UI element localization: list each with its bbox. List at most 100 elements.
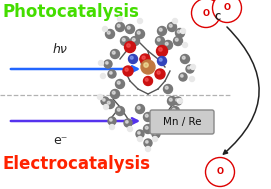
Circle shape <box>111 90 120 98</box>
Circle shape <box>174 97 182 105</box>
Circle shape <box>136 29 144 39</box>
Circle shape <box>176 29 185 37</box>
Circle shape <box>188 67 190 69</box>
Circle shape <box>107 101 110 104</box>
Circle shape <box>175 38 178 41</box>
Circle shape <box>179 115 187 123</box>
Circle shape <box>155 69 165 79</box>
Circle shape <box>130 56 133 59</box>
Circle shape <box>179 73 187 81</box>
Text: O: O <box>202 9 209 18</box>
Circle shape <box>127 44 130 47</box>
Circle shape <box>167 97 176 105</box>
Circle shape <box>169 98 172 101</box>
Circle shape <box>104 60 112 68</box>
Circle shape <box>156 36 164 46</box>
Circle shape <box>117 81 120 84</box>
Circle shape <box>132 38 135 41</box>
Circle shape <box>123 66 133 76</box>
FancyArrowPatch shape <box>223 27 259 154</box>
Circle shape <box>137 106 140 109</box>
Circle shape <box>136 105 144 114</box>
Circle shape <box>104 105 108 109</box>
Circle shape <box>144 112 153 122</box>
Circle shape <box>137 136 143 142</box>
Circle shape <box>112 91 115 94</box>
Circle shape <box>189 77 195 81</box>
Circle shape <box>160 126 166 132</box>
Circle shape <box>172 108 175 111</box>
Circle shape <box>145 114 148 117</box>
Circle shape <box>156 46 167 57</box>
Circle shape <box>131 36 140 46</box>
Circle shape <box>182 43 188 47</box>
Circle shape <box>180 54 189 64</box>
Circle shape <box>191 64 195 70</box>
Circle shape <box>115 80 124 88</box>
Circle shape <box>117 24 120 27</box>
Circle shape <box>157 71 160 74</box>
Circle shape <box>146 146 150 152</box>
Circle shape <box>98 94 102 99</box>
Circle shape <box>118 16 122 22</box>
Circle shape <box>157 26 166 36</box>
Circle shape <box>163 40 173 50</box>
Circle shape <box>144 63 148 67</box>
Text: Mn / Re: Mn / Re <box>163 117 201 127</box>
Circle shape <box>186 65 194 73</box>
Circle shape <box>136 130 144 138</box>
Circle shape <box>173 19 178 23</box>
Circle shape <box>137 31 140 34</box>
Text: hν: hν <box>53 43 67 56</box>
Circle shape <box>157 57 166 66</box>
Circle shape <box>101 97 109 105</box>
Circle shape <box>107 31 110 34</box>
Text: C: C <box>215 12 221 22</box>
Circle shape <box>169 24 172 27</box>
Circle shape <box>165 86 168 89</box>
FancyBboxPatch shape <box>150 110 214 134</box>
Circle shape <box>109 125 115 129</box>
Circle shape <box>108 70 116 78</box>
Circle shape <box>157 38 160 41</box>
Circle shape <box>183 122 189 128</box>
Circle shape <box>137 19 143 23</box>
Circle shape <box>117 108 120 111</box>
Circle shape <box>106 62 108 64</box>
Circle shape <box>163 84 173 94</box>
Circle shape <box>102 26 108 32</box>
Circle shape <box>109 119 112 121</box>
Circle shape <box>140 54 150 64</box>
Text: e⁻: e⁻ <box>53 134 67 147</box>
Circle shape <box>159 58 162 61</box>
Circle shape <box>128 54 137 64</box>
Circle shape <box>127 26 130 29</box>
Circle shape <box>122 38 125 41</box>
Circle shape <box>109 72 112 74</box>
Text: O: O <box>217 167 224 177</box>
Circle shape <box>124 119 132 127</box>
Circle shape <box>138 132 140 134</box>
Circle shape <box>111 50 120 59</box>
Circle shape <box>144 125 153 133</box>
Circle shape <box>176 99 178 101</box>
Circle shape <box>108 117 116 125</box>
Circle shape <box>125 68 128 71</box>
Circle shape <box>145 126 148 129</box>
Circle shape <box>141 60 155 74</box>
Circle shape <box>177 30 180 33</box>
Circle shape <box>173 36 182 46</box>
Circle shape <box>112 51 115 54</box>
Circle shape <box>153 136 157 142</box>
Circle shape <box>159 28 162 31</box>
Circle shape <box>167 22 176 32</box>
Circle shape <box>121 36 130 46</box>
Circle shape <box>103 99 105 101</box>
Circle shape <box>178 98 182 104</box>
Text: Photocatalysis: Photocatalysis <box>2 3 139 21</box>
Circle shape <box>115 106 124 115</box>
Circle shape <box>125 121 128 123</box>
Circle shape <box>101 74 105 78</box>
Text: Electrocatalysis: Electrocatalysis <box>2 155 150 173</box>
Circle shape <box>159 48 162 51</box>
